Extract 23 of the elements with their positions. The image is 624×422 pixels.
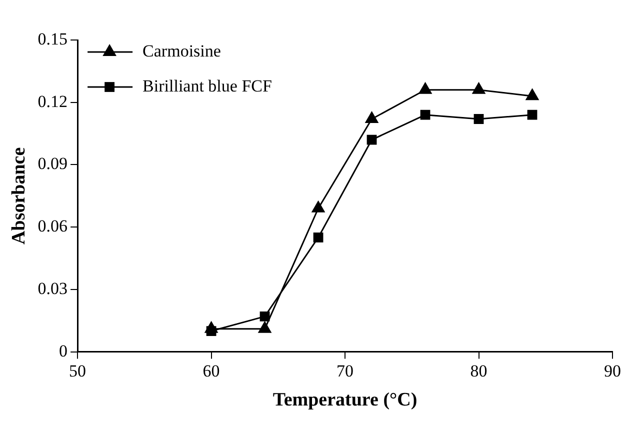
x-tick-label: 80	[470, 361, 488, 380]
point	[525, 88, 540, 100]
point	[418, 82, 432, 94]
x-tick-label: 50	[69, 361, 86, 380]
point	[313, 232, 324, 242]
y-tick-label: 0.15	[38, 29, 68, 48]
point	[366, 134, 377, 145]
y-tick-label: 0.09	[38, 154, 68, 174]
y-tick-label: 0	[59, 341, 68, 360]
point	[472, 82, 486, 94]
point	[311, 200, 326, 212]
y-tick-label: 0.06	[38, 216, 68, 236]
point	[260, 312, 270, 322]
legend-label: Carmoisine	[142, 41, 221, 60]
y-axis-title: Absorbance	[8, 147, 30, 244]
x-tick-label: 60	[202, 361, 220, 380]
y-tick-label: 0.12	[38, 92, 68, 111]
x-tick-label: 70	[336, 361, 354, 380]
x-tick-label: 90	[604, 361, 621, 380]
point	[364, 110, 379, 123]
y-tick-label: 0.03	[38, 278, 68, 298]
x-axis-title: Temperature (°C)	[272, 390, 418, 411]
legend-label: Birilliant blue FCF	[142, 76, 272, 96]
